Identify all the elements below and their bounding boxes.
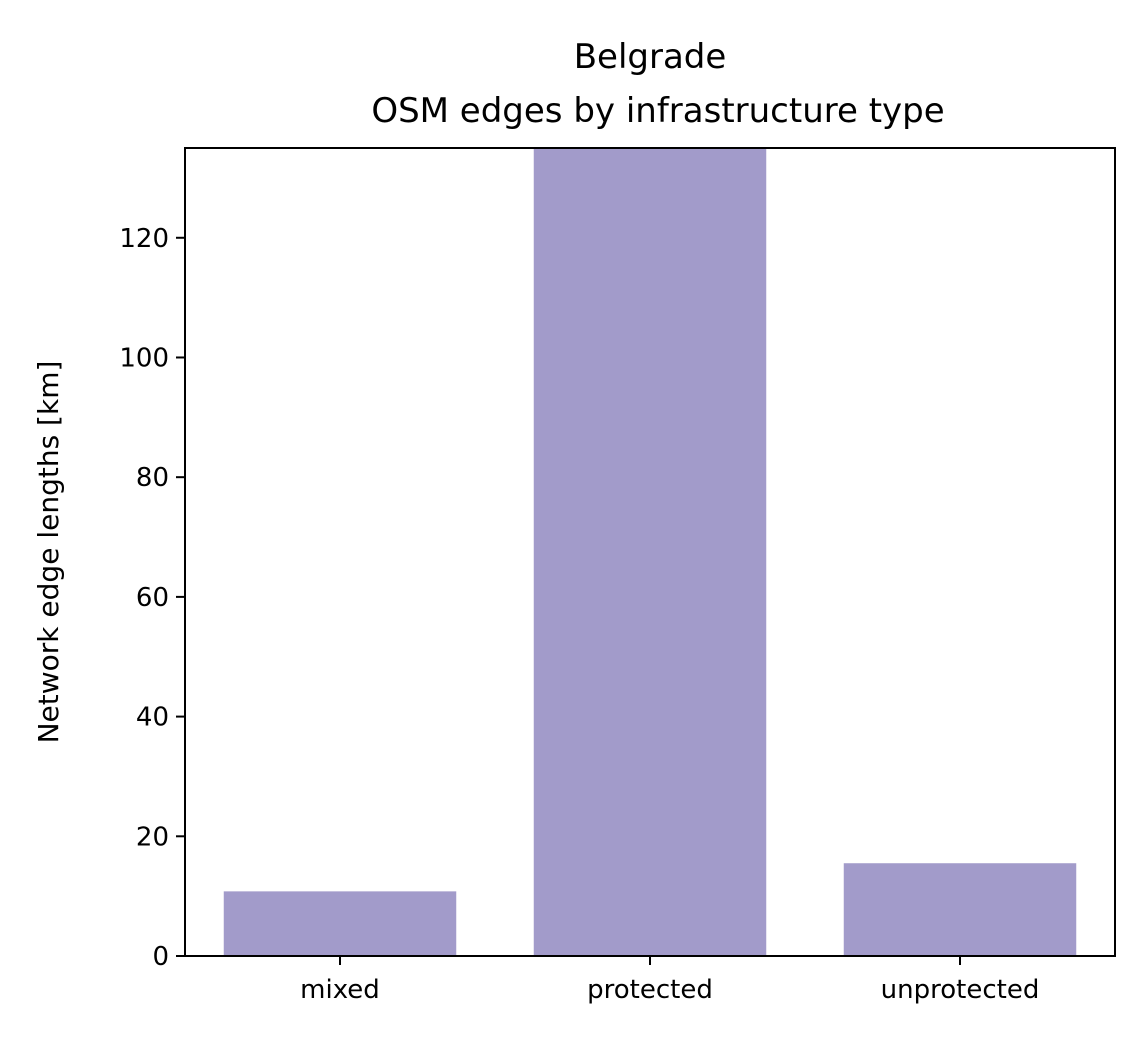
chart-title-line-2: OSM edges by infrastructure type <box>371 91 944 131</box>
y-tick-label: 100 <box>119 343 169 373</box>
x-tick-label: protected <box>587 975 713 1005</box>
bar-unprotected <box>843 863 1077 956</box>
x-axis-ticks: mixed protected unprotected <box>300 956 1039 1005</box>
x-tick-label: unprotected <box>881 975 1040 1005</box>
x-tick-label: mixed <box>300 975 380 1005</box>
chart-title-line-1: Belgrade <box>574 37 727 77</box>
plot-frame <box>184 147 1116 957</box>
y-tick-label: 60 <box>136 583 169 613</box>
y-tick-label: 80 <box>136 463 169 493</box>
bar-mixed <box>223 891 457 956</box>
y-tick-label: 20 <box>136 822 169 852</box>
bar-protected <box>533 148 767 956</box>
y-tick-label: 120 <box>119 224 169 254</box>
y-tick-label: 0 <box>152 942 169 972</box>
bars-group <box>223 148 1077 956</box>
y-tick-label: 40 <box>136 703 169 733</box>
y-axis-label: Network edge lengths [km] <box>32 361 65 744</box>
y-axis-ticks: 0 20 40 60 80 100 120 <box>119 224 185 972</box>
